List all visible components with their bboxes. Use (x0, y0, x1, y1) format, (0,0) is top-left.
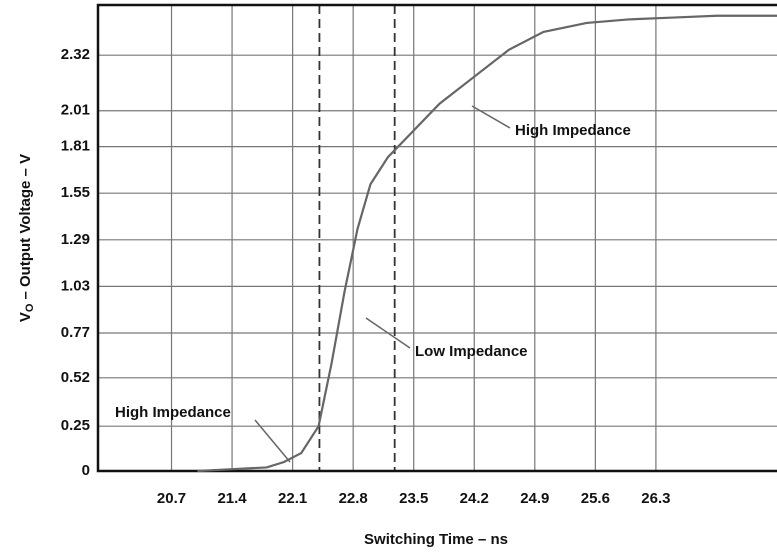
x-tick-label: 26.3 (641, 490, 670, 507)
leader-line (254, 419, 291, 463)
y-tick-label: 1.29 (61, 231, 90, 248)
x-tick-label: 23.5 (399, 490, 428, 507)
x-tick-label: 22.8 (339, 490, 368, 507)
curve (197, 14, 777, 473)
leader-line (471, 105, 511, 129)
y-tick-label: 0 (82, 462, 90, 479)
x-tick-label: 22.1 (278, 490, 307, 507)
y-axis-label: VO– Output Voltage – V (17, 154, 36, 322)
x-tick-label: 21.4 (217, 490, 247, 507)
x-axis-label: Switching Time – ns (364, 531, 508, 548)
x-tick-label: 25.6 (581, 490, 610, 507)
y-tick-label: 2.32 (61, 46, 90, 63)
x-tick-label: 24.9 (520, 490, 549, 507)
x-tick-label: 20.7 (157, 490, 186, 507)
y-tick-label: 1.55 (61, 184, 90, 201)
annotation: High Impedance (115, 404, 231, 421)
x-tick-label: 24.2 (460, 490, 489, 507)
y-tick-label: 0.52 (61, 369, 90, 386)
plot-border (96, 3, 777, 473)
annotation: High Impedance (515, 122, 631, 139)
leader-line (365, 317, 411, 349)
y-tick-label: 0.77 (61, 324, 90, 341)
y-tick-label: 2.01 (61, 102, 90, 119)
y-tick-label: 0.25 (61, 417, 90, 434)
y-tick-label: 1.03 (61, 277, 90, 294)
annotation: Low Impedance (415, 343, 528, 360)
y-tick-label: 1.81 (61, 138, 90, 155)
